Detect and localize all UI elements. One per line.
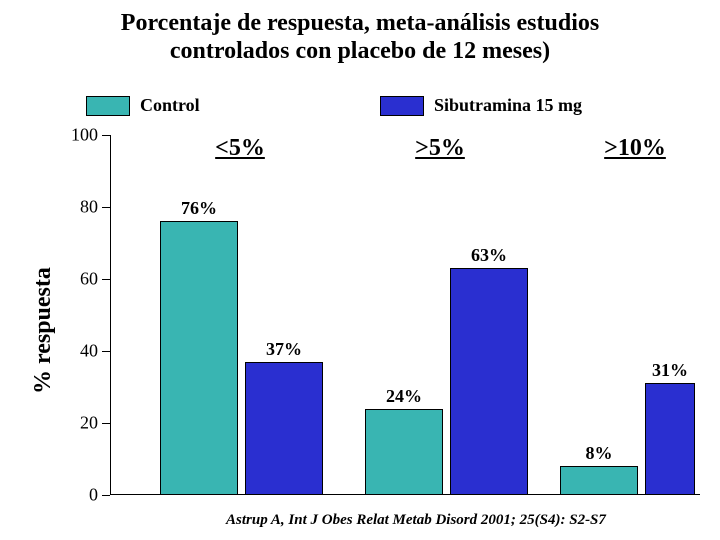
y-tick bbox=[102, 279, 110, 280]
bar bbox=[160, 221, 238, 495]
bar bbox=[645, 383, 695, 495]
bar-value-label: 24% bbox=[386, 386, 422, 407]
bar bbox=[450, 268, 528, 495]
bar-value-label: 31% bbox=[652, 360, 688, 381]
citation-text: Astrup A, Int J Obes Relat Metab Disord … bbox=[226, 512, 606, 529]
legend-item-control: Control bbox=[86, 95, 200, 116]
legend-swatch-sibutramina bbox=[380, 96, 424, 116]
slide: Porcentaje de respuesta, meta-análisis e… bbox=[0, 0, 720, 540]
group-label: <5% bbox=[215, 135, 265, 162]
y-tick bbox=[102, 495, 110, 496]
title-line-2: controlados con placebo de 12 meses) bbox=[170, 38, 550, 64]
y-tick bbox=[102, 351, 110, 352]
legend-label-sibutramina: Sibutramina 15 mg bbox=[434, 95, 582, 116]
bar-value-label: 37% bbox=[266, 339, 302, 360]
bar-value-label: 8% bbox=[586, 443, 613, 464]
bar-value-label: 76% bbox=[181, 198, 217, 219]
y-tick-label: 60 bbox=[80, 269, 98, 290]
legend-item-sibutramina: Sibutramina 15 mg bbox=[380, 95, 582, 116]
y-tick-label: 80 bbox=[80, 197, 98, 218]
slide-title: Porcentaje de respuesta, meta-análisis e… bbox=[0, 10, 720, 65]
y-tick bbox=[102, 207, 110, 208]
legend-label-control: Control bbox=[140, 95, 200, 116]
y-axis-title: % respuesta bbox=[30, 267, 57, 394]
y-tick-label: 100 bbox=[71, 125, 98, 146]
legend-swatch-control bbox=[86, 96, 130, 116]
y-tick-label: 0 bbox=[89, 485, 98, 506]
bar-value-label: 63% bbox=[471, 245, 507, 266]
chart-plot-area: 020406080100<5%76%37%>5%24%63%>10%8%31% bbox=[110, 135, 700, 495]
y-tick-label: 40 bbox=[80, 341, 98, 362]
bar bbox=[365, 409, 443, 495]
group-label: >5% bbox=[415, 135, 465, 162]
chart-legend: Control Sibutramina 15 mg bbox=[0, 95, 720, 123]
group-label: >10% bbox=[604, 135, 666, 162]
y-tick bbox=[102, 423, 110, 424]
bar bbox=[245, 362, 323, 495]
y-axis-line bbox=[110, 135, 111, 495]
y-tick bbox=[102, 135, 110, 136]
title-line-1: Porcentaje de respuesta, meta-análisis e… bbox=[121, 10, 599, 36]
y-tick-label: 20 bbox=[80, 413, 98, 434]
bar bbox=[560, 466, 638, 495]
